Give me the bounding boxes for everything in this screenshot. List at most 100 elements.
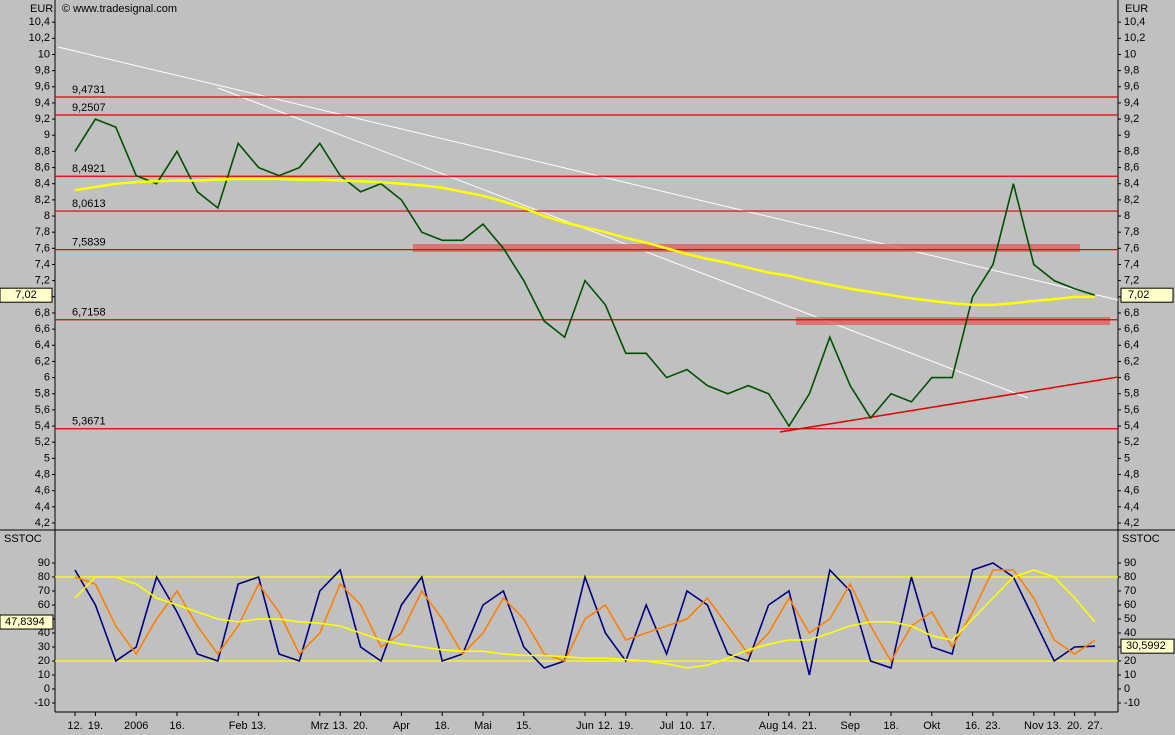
value-marker	[0, 614, 54, 630]
y-tick-label: 8,6	[1124, 161, 1139, 173]
x-tick-label: 12.	[67, 720, 82, 732]
y-tick-label: 6,8	[1124, 307, 1139, 319]
panel-title: SSTOC	[1122, 533, 1160, 545]
y-tick-label: 60	[38, 599, 50, 611]
series-line	[74, 177, 1095, 307]
x-tick-label: 27.	[1087, 720, 1102, 732]
y-tick-label: 7,4	[1124, 258, 1139, 270]
panel-title: SSTOC	[4, 533, 42, 545]
x-tick-label: 19.	[88, 720, 103, 732]
y-tick-label: 7,8	[35, 226, 50, 238]
y-tick-label: 8,2	[1124, 194, 1139, 206]
y-tick-label: 6,4	[1124, 339, 1139, 351]
y-tick-label: 7,2	[35, 275, 50, 287]
x-tick-label: 13.	[1047, 720, 1062, 732]
trend-line	[217, 87, 1029, 399]
y-tick-label: 9	[44, 129, 50, 141]
y-tick-label: 9,8	[35, 65, 50, 77]
y-tick-label: 40	[1124, 627, 1136, 639]
y-tick-label: 4,8	[35, 468, 50, 480]
value-label: 7,02	[1128, 289, 1149, 301]
y-tick-label: 5,8	[1124, 388, 1139, 400]
y-tick-label: 10	[38, 48, 50, 60]
y-tick-label: 6,8	[35, 307, 50, 319]
value-marker	[1120, 287, 1174, 303]
y-tick-label: 20	[1124, 655, 1136, 667]
y-tick-label: 8,4	[1124, 178, 1139, 190]
x-tick-label: 23.	[985, 720, 1000, 732]
y-tick-label: 10,2	[29, 32, 50, 44]
y-tick-label: 7,6	[1124, 242, 1139, 254]
y-tick-label: 7,6	[35, 242, 50, 254]
y-tick-label: 0	[44, 683, 50, 695]
trend-line	[779, 376, 1119, 433]
y-tick-label: 4,6	[35, 485, 50, 497]
y-tick-label: 8,8	[1124, 145, 1139, 157]
x-tick-label: 12.	[598, 720, 613, 732]
y-tick-label: -10	[1124, 697, 1140, 709]
y-tick-label: 7,2	[1124, 275, 1139, 287]
y-tick-label: 9,8	[1124, 65, 1139, 77]
y-tick-label: 40	[38, 627, 50, 639]
y-tick-label: 5	[1124, 452, 1130, 464]
y-tick-label: 6	[1124, 372, 1130, 384]
series-line	[74, 569, 1096, 663]
y-tick-label: 8,2	[35, 194, 50, 206]
x-tick-label: 16.	[965, 720, 980, 732]
resistance-zone	[413, 244, 1080, 252]
y-tick-label: 8	[1124, 210, 1130, 222]
value-label: 7,02	[15, 289, 36, 301]
value-marker	[0, 287, 53, 303]
x-tick-label: 21.	[802, 720, 817, 732]
y-tick-label: 8,8	[35, 145, 50, 157]
x-tick-label: Mai	[474, 720, 492, 732]
level-label: 5,3671	[72, 416, 106, 428]
y-tick-label: 10,4	[29, 16, 50, 28]
y-tick-label: 7,8	[1124, 226, 1139, 238]
series-line	[74, 118, 1096, 428]
y-tick-label: 10,4	[1124, 16, 1145, 28]
y-tick-label: 0	[1124, 683, 1130, 695]
series-line	[74, 562, 1096, 676]
source: © www.tradesignal.com	[62, 3, 177, 15]
level-label: 6,7158	[72, 307, 106, 319]
y-tick-label: 4,4	[1124, 501, 1139, 513]
x-tick-label: 10.	[679, 720, 694, 732]
y-tick-label: 8,6	[35, 161, 50, 173]
x-tick-label: Mrz	[311, 720, 329, 732]
value-label: 47,8394	[5, 616, 45, 628]
y-tick-label: 70	[38, 585, 50, 597]
y-tick-label: 4,4	[35, 501, 50, 513]
y-tick-label: 8,4	[35, 178, 50, 190]
y-tick-label: 4,8	[1124, 468, 1139, 480]
y-tick-label: -10	[34, 697, 50, 709]
x-tick-label: Feb	[229, 720, 248, 732]
y-tick-label: 5,6	[35, 404, 50, 416]
x-tick-label: Apr	[393, 720, 410, 732]
y-tick-label: 6	[44, 372, 50, 384]
y-tick-label: 5,8	[35, 388, 50, 400]
y-tick-label: 80	[1124, 571, 1136, 583]
y-tick-label: 60	[1124, 599, 1136, 611]
y-tick-label: 5,4	[35, 420, 50, 432]
y-tick-label: 9	[1124, 129, 1130, 141]
y-tick-label: 90	[38, 557, 50, 569]
y-tick-label: 10,2	[1124, 32, 1145, 44]
y-tick-label: 9,2	[35, 113, 50, 125]
x-tick-label: 15.	[516, 720, 531, 732]
x-tick-label: 18.	[883, 720, 898, 732]
y-tick-label: 8	[44, 210, 50, 222]
y-tick-label: 10	[1124, 669, 1136, 681]
axis-unit: EUR	[1125, 3, 1148, 15]
level-label: 8,4921	[72, 163, 106, 175]
y-tick-label: 50	[1124, 613, 1136, 625]
y-tick-label: 20	[38, 655, 50, 667]
y-tick-label: 6,2	[1124, 355, 1139, 367]
y-tick-label: 4,2	[35, 517, 50, 529]
x-tick-label: 14.	[781, 720, 796, 732]
x-tick-label: 20.	[353, 720, 368, 732]
y-tick-label: 10	[1124, 48, 1136, 60]
y-tick-label: 6,4	[35, 339, 50, 351]
